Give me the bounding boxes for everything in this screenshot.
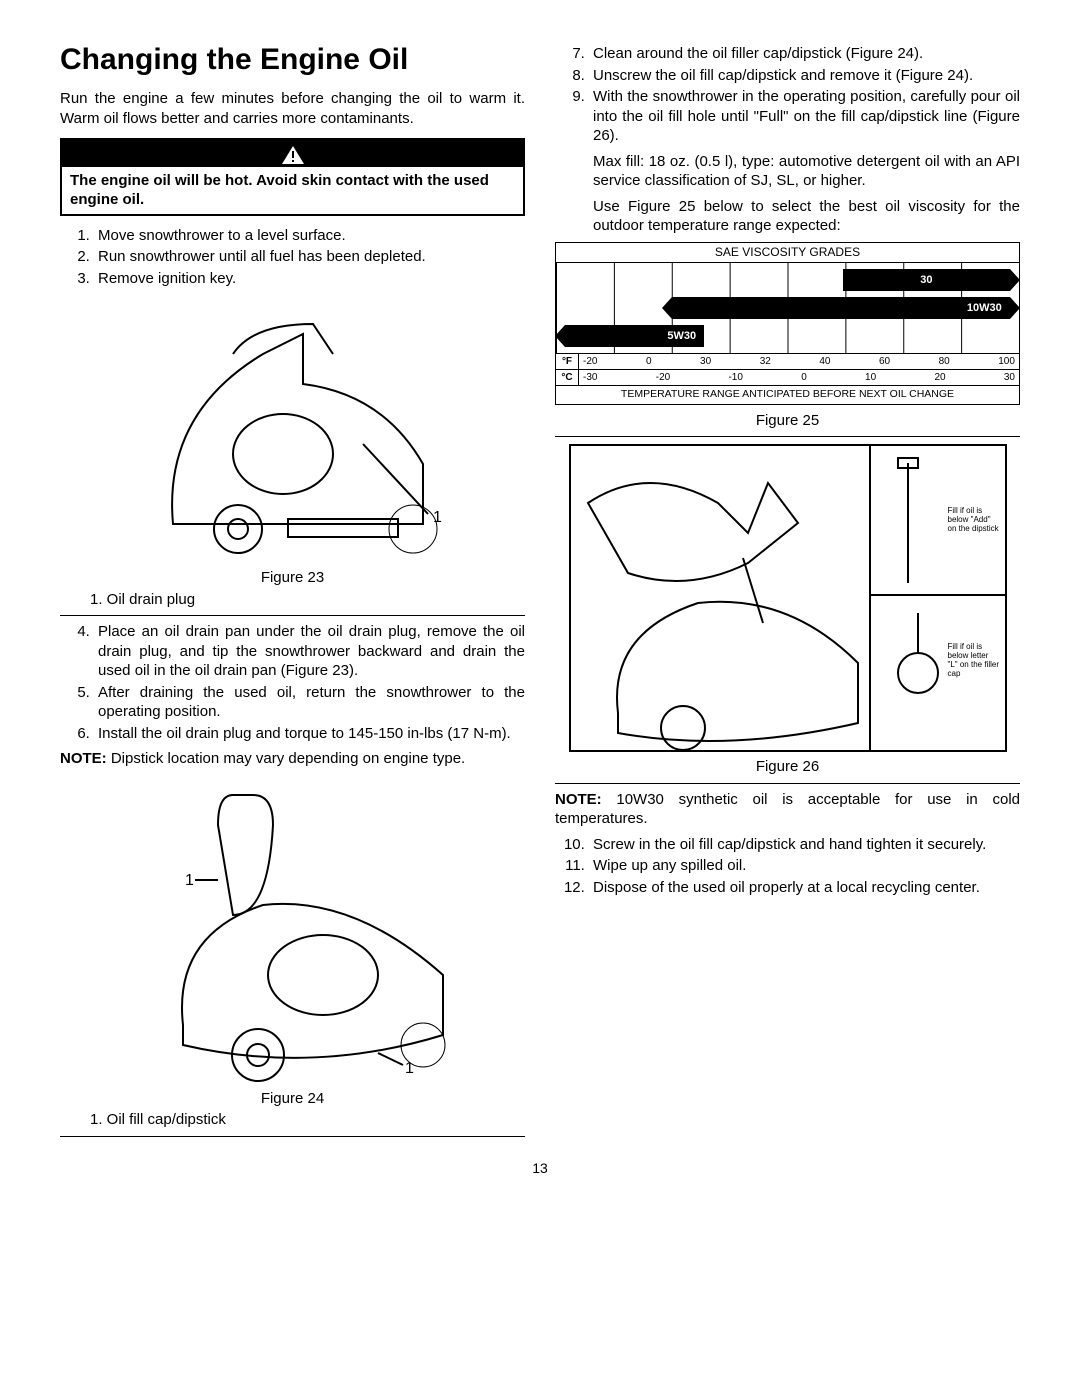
svg-text:1: 1 bbox=[433, 509, 442, 526]
visc-bar-5w30: 5W30 bbox=[565, 325, 704, 347]
visc-bar-30: 30 bbox=[843, 269, 1010, 291]
fig26-inset1-text: Fill if oil is below "Add" on the dipsti… bbox=[948, 507, 1000, 533]
note-text: 10W30 synthetic oil is acceptable for us… bbox=[555, 791, 1020, 828]
scale-c-ticks: -30-20 -100 1020 30 bbox=[579, 370, 1019, 385]
figure-26-image: Fill if oil is below "Add" on the dipsti… bbox=[568, 443, 1008, 753]
warning-text: The engine oil will be hot. Avoid skin c… bbox=[62, 167, 523, 214]
figure-24-legend: 1. Oil fill cap/dipstick bbox=[90, 1110, 525, 1130]
step-text: With the snowthrower in the operating po… bbox=[593, 88, 1020, 144]
step-item: Move snowthrower to a level surface. bbox=[94, 226, 525, 246]
step-item: Install the oil drain plug and torque to… bbox=[94, 724, 525, 744]
divider bbox=[555, 436, 1020, 437]
svg-text:1: 1 bbox=[405, 1060, 414, 1077]
step-item: Place an oil drain pan under the oil dra… bbox=[94, 622, 525, 681]
figure-26-caption: Figure 26 bbox=[555, 757, 1020, 777]
steps-list-3: Clean around the oil filler cap/dipstick… bbox=[555, 44, 1020, 236]
figure-26: Fill if oil is below "Add" on the dipsti… bbox=[555, 443, 1020, 777]
steps-list-1: Move snowthrower to a level surface. Run… bbox=[60, 226, 525, 289]
scale-f-label: °F bbox=[556, 354, 579, 369]
step-item: With the snowthrower in the operating po… bbox=[589, 87, 1020, 236]
step-item: Dispose of the used oil properly at a lo… bbox=[589, 878, 1020, 898]
step-item: Unscrew the oil fill cap/dipstick and re… bbox=[589, 66, 1020, 86]
divider bbox=[60, 615, 525, 616]
note-label: NOTE: bbox=[555, 791, 602, 808]
viscosity-chart: SAE VISCOSITY GRADES 30 10W30 5W30 °F -2… bbox=[555, 242, 1020, 405]
figure-24: 1 1 Figure 24 1. Oil fill cap/dipstick bbox=[60, 775, 525, 1130]
figure-24-image: 1 1 bbox=[113, 775, 473, 1085]
figure-24-caption: Figure 24 bbox=[60, 1089, 525, 1109]
figure-23: 1 Figure 23 1. Oil drain plug bbox=[60, 294, 525, 609]
viscosity-bars: 30 10W30 5W30 bbox=[556, 263, 1019, 353]
svg-text:1: 1 bbox=[185, 872, 194, 889]
step-item: Remove ignition key. bbox=[94, 269, 525, 289]
scale-c-label: °C bbox=[556, 370, 579, 385]
viscosity-title: SAE VISCOSITY GRADES bbox=[556, 243, 1019, 264]
note-text: Dipstick location may vary depending on … bbox=[107, 750, 466, 767]
figure-23-legend: 1. Oil drain plug bbox=[90, 590, 525, 610]
visc-bar-10w30: 10W30 bbox=[672, 297, 1010, 319]
intro-text: Run the engine a few minutes before chan… bbox=[60, 89, 525, 128]
step-item: Run snowthrower until all fuel has been … bbox=[94, 247, 525, 267]
step-item: Screw in the oil fill cap/dipstick and h… bbox=[589, 835, 1020, 855]
steps-list-2: Place an oil drain pan under the oil dra… bbox=[60, 622, 525, 743]
page-number: 13 bbox=[60, 1159, 1020, 1177]
steps-list-4: Screw in the oil fill cap/dipstick and h… bbox=[555, 835, 1020, 898]
step-item: After draining the used oil, return the … bbox=[94, 683, 525, 722]
divider bbox=[555, 783, 1020, 784]
figure-23-caption: Figure 23 bbox=[60, 568, 525, 588]
viscosity-footer: TEMPERATURE RANGE ANTICIPATED BEFORE NEX… bbox=[556, 385, 1019, 404]
figure-23-image: 1 bbox=[123, 294, 463, 564]
divider bbox=[60, 1136, 525, 1137]
warning-box: The engine oil will be hot. Avoid skin c… bbox=[60, 138, 525, 216]
use25-text: Use Figure 25 below to select the best o… bbox=[593, 197, 1020, 236]
warning-icon-bar bbox=[62, 140, 523, 167]
note-2: NOTE: 10W30 synthetic oil is acceptable … bbox=[555, 790, 1020, 829]
viscosity-scale-c: °C -30-20 -100 1020 30 bbox=[556, 369, 1019, 385]
fig26-inset2-text: Fill if oil is below letter "L" on the f… bbox=[948, 643, 1000, 678]
viscosity-scale-f: °F -200 3032 4060 80100 bbox=[556, 353, 1019, 369]
maxfill-text: Max fill: 18 oz. (0.5 l), type: automoti… bbox=[593, 152, 1020, 191]
step-item: Clean around the oil filler cap/dipstick… bbox=[589, 44, 1020, 64]
scale-f-ticks: -200 3032 4060 80100 bbox=[579, 354, 1019, 369]
left-column: Changing the Engine Oil Run the engine a… bbox=[60, 40, 525, 1143]
right-column: Clean around the oil filler cap/dipstick… bbox=[555, 40, 1020, 1143]
note-1: NOTE: Dipstick location may vary dependi… bbox=[60, 749, 525, 769]
page-title: Changing the Engine Oil bbox=[60, 40, 525, 79]
figure-25-caption: Figure 25 bbox=[555, 411, 1020, 431]
warning-triangle-icon bbox=[281, 145, 305, 165]
step-item: Wipe up any spilled oil. bbox=[589, 856, 1020, 876]
note-label: NOTE: bbox=[60, 750, 107, 767]
